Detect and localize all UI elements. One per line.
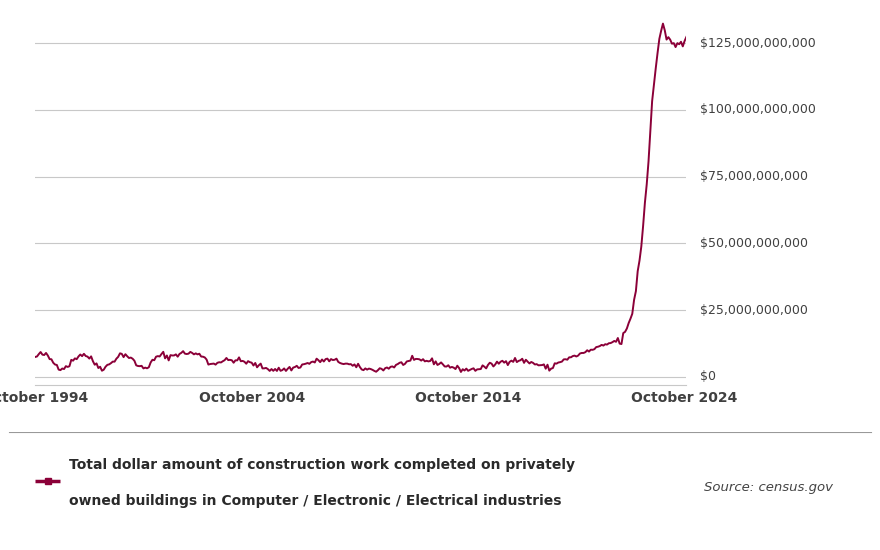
Text: $50,000,000,000: $50,000,000,000	[700, 237, 808, 250]
Text: $75,000,000,000: $75,000,000,000	[700, 170, 808, 183]
Text: October 2014: October 2014	[415, 390, 521, 404]
Text: October 2024: October 2024	[632, 390, 737, 404]
Text: $100,000,000,000: $100,000,000,000	[700, 103, 816, 117]
Text: $25,000,000,000: $25,000,000,000	[700, 304, 808, 317]
Text: $0: $0	[700, 371, 715, 383]
Text: October 1994: October 1994	[0, 390, 88, 404]
Text: Source: census.gov: Source: census.gov	[704, 481, 833, 494]
Text: Total dollar amount of construction work completed on privately: Total dollar amount of construction work…	[69, 458, 575, 472]
Text: October 2004: October 2004	[199, 390, 304, 404]
Text: owned buildings in Computer / Electronic / Electrical industries: owned buildings in Computer / Electronic…	[69, 494, 561, 508]
Text: $125,000,000,000: $125,000,000,000	[700, 36, 816, 50]
